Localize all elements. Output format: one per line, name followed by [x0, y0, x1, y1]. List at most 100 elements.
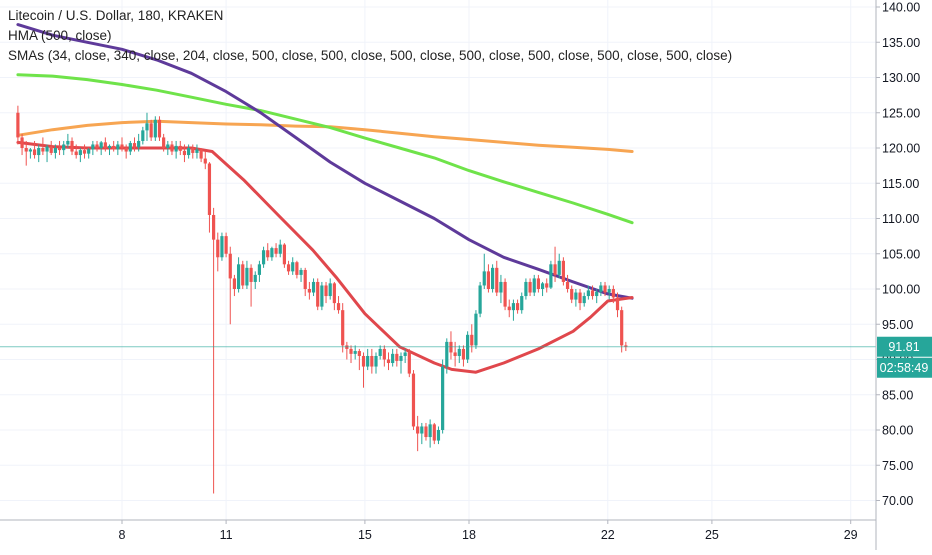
- candle: [574, 289, 578, 307]
- candle-body: [120, 144, 124, 148]
- candle-body: [253, 274, 257, 282]
- candle-body: [453, 352, 457, 356]
- candle: [565, 274, 570, 293]
- candle: [540, 281, 545, 297]
- candle-body: [515, 303, 520, 311]
- candle: [320, 281, 324, 311]
- candle: [366, 348, 370, 371]
- last-price-tag: 91.81 02:58:49: [877, 336, 932, 378]
- candle: [353, 345, 357, 360]
- candle: [141, 126, 145, 145]
- moving-averages: [16, 23, 634, 374]
- candle: [162, 133, 166, 152]
- candle: [120, 137, 124, 152]
- price-tick-label: 120.00: [882, 142, 920, 156]
- candle: [128, 140, 132, 156]
- last-price-box: [877, 336, 932, 357]
- time-axis[interactable]: 8 11 15 18 22 25 29: [0, 519, 876, 542]
- time-tick-label: 22: [601, 528, 615, 542]
- candle: [590, 285, 595, 300]
- candle: [270, 246, 274, 261]
- price-tick-label: 85.00: [882, 388, 913, 402]
- time-tick-label: 18: [462, 528, 476, 542]
- candle-body: [395, 353, 399, 361]
- candle: [345, 341, 349, 360]
- candle-body: [178, 145, 182, 151]
- candle: [166, 140, 170, 156]
- candle: [615, 292, 620, 318]
- candle-body: [153, 119, 157, 138]
- candle: [124, 144, 128, 159]
- candle: [137, 133, 141, 152]
- candle: [295, 260, 299, 279]
- candle-body: [203, 158, 207, 164]
- candle: [45, 144, 49, 163]
- candle: [286, 260, 291, 275]
- candle-body: [107, 145, 112, 148]
- candle-body: [66, 140, 70, 145]
- candle-body: [307, 289, 311, 293]
- price-tick-label: 125.00: [882, 106, 920, 120]
- candle: [441, 359, 445, 434]
- candle-body: [603, 285, 607, 293]
- candle: [274, 243, 278, 258]
- candle: [182, 144, 187, 163]
- series-line-sma-340: [16, 73, 634, 225]
- candle: [453, 341, 457, 367]
- candle: [41, 137, 45, 156]
- candle-body: [557, 260, 561, 275]
- symbol-title[interactable]: Litecoin / U.S. Dollar, 180, KRAKEN: [8, 8, 224, 23]
- candle: [332, 281, 336, 311]
- candle-body: [507, 306, 511, 311]
- candle-body: [378, 348, 382, 356]
- candle-body: [282, 244, 286, 265]
- candle-body: [137, 140, 141, 148]
- candle-body: [611, 289, 615, 298]
- hma-legend-entry[interactable]: HMA (500, close): [8, 28, 112, 43]
- candle-body: [216, 239, 220, 258]
- candle: [474, 310, 478, 349]
- candle-body: [553, 264, 557, 275]
- price-axis[interactable]: 140.00 135.00 130.00 125.00 120.00 115.00 110.…: [875, 0, 920, 550]
- candle: [199, 148, 203, 163]
- candle-body: [520, 296, 524, 311]
- candle-body: [590, 290, 595, 297]
- candle: [490, 264, 495, 293]
- candle-body: [482, 271, 486, 286]
- candle-body: [49, 146, 53, 153]
- candle: [245, 260, 249, 289]
- candle-body: [486, 271, 491, 289]
- candle: [395, 348, 399, 367]
- candle-body: [320, 285, 324, 307]
- candle-body: [128, 143, 132, 152]
- candle-body: [503, 281, 507, 307]
- candle-body: [536, 278, 540, 289]
- candle-body: [357, 351, 361, 356]
- candle-body: [62, 144, 66, 151]
- candle-body: [595, 291, 599, 297]
- candle: [74, 144, 78, 159]
- candle: [261, 246, 266, 268]
- candle-body: [241, 264, 245, 286]
- candle: [24, 140, 28, 166]
- candle: [449, 331, 453, 360]
- candle: [37, 144, 41, 163]
- price-tick-label: 100.00: [882, 283, 920, 297]
- candle-body: [524, 281, 528, 297]
- candle: [187, 144, 191, 159]
- candle-body: [99, 142, 103, 148]
- price-tick-label: 110.00: [882, 212, 919, 226]
- candle: [16, 105, 20, 145]
- candle: [107, 144, 112, 156]
- candle: [174, 140, 178, 159]
- candle: [112, 140, 116, 152]
- candle: [216, 232, 220, 272]
- smas-legend-entry[interactable]: SMAs (34, close, 340, close, 204, close,…: [8, 48, 733, 63]
- candle-body: [41, 148, 45, 152]
- candle-body: [199, 149, 203, 159]
- candle-body: [532, 278, 536, 293]
- candle-body: [428, 424, 432, 438]
- candle: [145, 112, 149, 141]
